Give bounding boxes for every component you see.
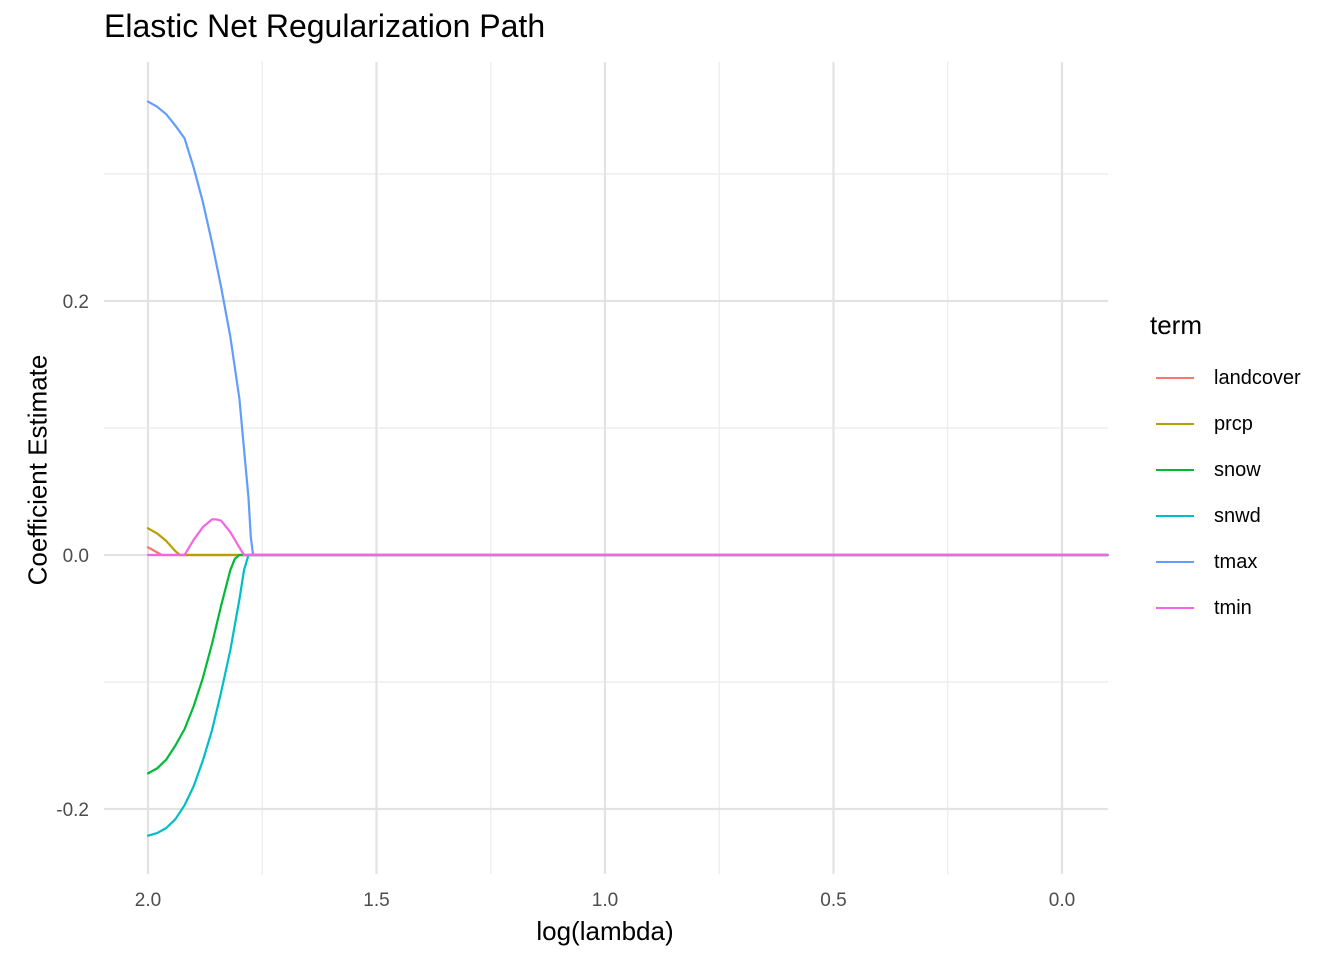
legend-items: landcover prcp snow snwd tmax tmin [1150,355,1301,631]
y-axis-ticks: -0.2 0.0 0.2 [56,292,89,821]
legend: term landcover prcp snow snwd tmax tmin [1150,310,1301,631]
x-tick-label: 0.0 [1049,890,1075,911]
y-axis-label: Coefficient Estimate [22,354,53,586]
x-axis-ticks: 2.0 1.5 1.0 0.5 0.0 [135,890,1075,911]
series-lines [146,100,1109,837]
series-line-landcover [146,546,1109,557]
legend-label-tmin: tmin [1214,596,1252,619]
y-tick-label: -0.2 [56,800,89,821]
major-gridlines [104,62,1108,874]
series-line-prcp [146,527,1109,557]
legend-label-snow: snow [1214,458,1261,481]
legend-key-landcover [1156,377,1194,379]
legend-key-tmin [1156,607,1194,609]
x-tick-label: 1.5 [363,890,389,911]
x-axis-label: log(lambda) [536,916,674,946]
series-line-snow [146,553,1109,775]
y-tick-label: 0.2 [63,292,89,313]
y-tick-label: 0.0 [63,546,89,567]
x-tick-label: 2.0 [135,890,161,911]
x-tick-label: 0.5 [820,890,846,911]
legend-item-tmin: tmin [1150,585,1301,631]
legend-key-tmax [1156,561,1194,563]
legend-key-prcp [1156,423,1194,425]
legend-key-snow [1156,469,1194,471]
x-tick-label: 1.0 [592,890,618,911]
series-line-tmax [146,100,1109,557]
legend-title: term [1150,310,1202,340]
legend-key-snwd [1156,515,1194,517]
legend-label-landcover: landcover [1214,366,1301,389]
legend-item-prcp: prcp [1150,401,1301,447]
legend-item-landcover: landcover [1150,355,1301,401]
series-line-tmin [146,518,1109,557]
legend-label-tmax: tmax [1214,550,1258,573]
series-line-snwd [146,553,1109,837]
chart-title: Elastic Net Regularization Path [104,8,546,44]
legend-label-snwd: snwd [1214,504,1261,527]
legend-item-snow: snow [1150,447,1301,493]
legend-item-snwd: snwd [1150,493,1301,539]
legend-item-tmax: tmax [1150,539,1301,585]
legend-label-prcp: prcp [1214,412,1253,435]
